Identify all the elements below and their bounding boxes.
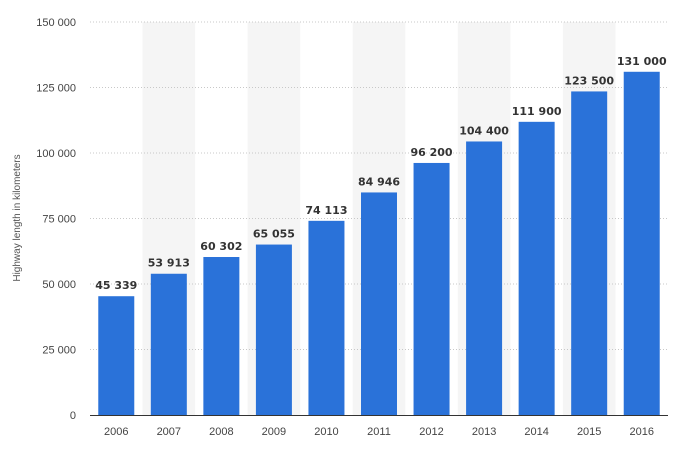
y-tick-label: 50 000 (42, 279, 76, 291)
bar-2012 (413, 162, 450, 415)
data-label-2013: 104 400 (459, 124, 509, 137)
bars (98, 71, 660, 416)
data-label-2014: 111 900 (512, 105, 562, 118)
x-tick-labels: 2006 2007 2008 2009 2010 2011 2012 2013 2014 2015… (104, 426, 654, 438)
y-tick-label: 100 000 (36, 148, 76, 160)
x-tick-label: 2014 (524, 426, 548, 438)
x-tick-label: 2007 (157, 426, 181, 438)
x-tick-label: 2012 (419, 426, 443, 438)
data-label-2012: 96 200 (410, 146, 452, 159)
y-tick-label: 125 000 (36, 83, 76, 95)
bar-2011 (361, 192, 397, 415)
bar-2014 (518, 121, 555, 416)
x-tick-label: 2010 (314, 426, 338, 438)
bar-2016 (623, 71, 660, 415)
y-tick-label: 75 000 (42, 214, 76, 226)
bar-2006 (98, 296, 135, 415)
data-label-2008: 60 302 (200, 240, 242, 253)
data-label-2010: 74 113 (305, 204, 347, 217)
bar-2009 (255, 244, 292, 415)
data-label-2006: 45 339 (95, 279, 137, 292)
data-labels: 45 339 53 913 60 302 65 055 74 113 84 946 96 2… (95, 55, 667, 292)
data-label-2007: 53 913 (148, 257, 190, 270)
y-tick-label: 0 (70, 410, 76, 422)
bar-2010 (308, 220, 345, 415)
data-label-2011: 84 946 (358, 175, 400, 188)
bar-2008 (203, 257, 240, 415)
y-tick-labels: 0 25 000 50 000 75 000 100 000 125 000 150 000 (36, 17, 76, 422)
y-tick-label: 25 000 (42, 345, 76, 357)
x-tick-label: 2011 (367, 426, 391, 438)
y-axis-label: Highway length in kilometers (12, 154, 23, 281)
x-tick-label: 2016 (629, 426, 653, 438)
data-label-2016: 131 000 (617, 55, 667, 68)
x-tick-label: 2013 (472, 426, 496, 438)
x-tick-label: 2006 (104, 426, 128, 438)
data-label-2015: 123 500 (564, 74, 614, 87)
x-tick-label: 2009 (262, 426, 286, 438)
bar-2007 (150, 273, 187, 415)
data-label-2009: 65 055 (253, 228, 295, 241)
x-tick-label: 2008 (209, 426, 233, 438)
x-tick-label: 2015 (577, 426, 601, 438)
bar-2015 (571, 91, 608, 416)
y-tick-label: 150 000 (36, 17, 76, 29)
bar-2013 (466, 141, 503, 416)
